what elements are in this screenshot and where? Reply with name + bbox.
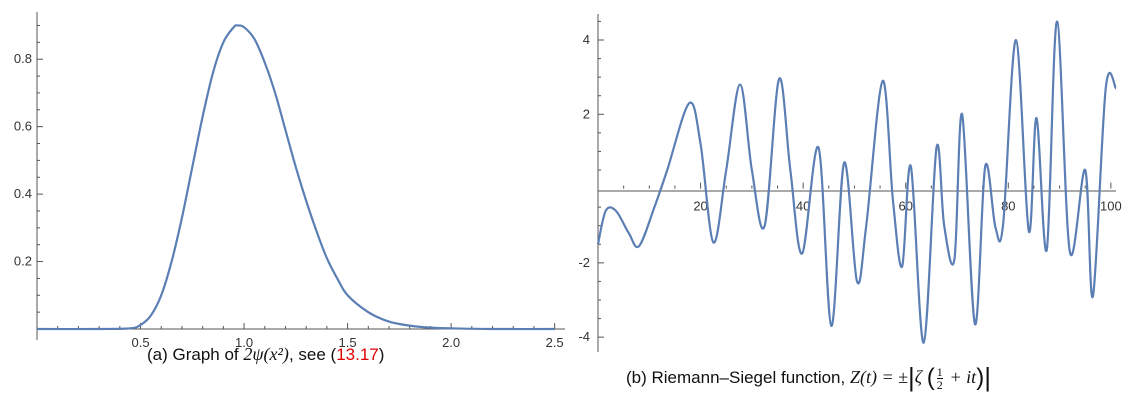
x-tick-label-a: 1.5 — [339, 335, 357, 350]
x-tick-label-a: 2.5 — [546, 335, 564, 350]
caption-b-formula-left: Z(t) = ± — [849, 367, 908, 387]
zeta-symbol: ζ — [914, 367, 923, 387]
caption-a-formula: 2ψ(x²) — [243, 344, 289, 364]
y-tick-label-a: 0.2 — [14, 254, 32, 269]
caption-a-middle: , see ( — [288, 345, 337, 364]
caption-a-prefix: (a) Graph of — [147, 345, 244, 364]
caption-b: (b) Riemann–Siegel function, Z(t) = ±|ζ … — [626, 362, 991, 393]
frac-den: 2 — [936, 378, 943, 393]
x-tick-label-a: 1.0 — [235, 335, 253, 350]
caption-a-suffix: ) — [378, 345, 385, 364]
y-tick-label-a: 0.8 — [14, 51, 32, 66]
caption-b-prefix: (b) Riemann–Siegel function, — [626, 368, 850, 387]
series-line-a — [36, 24, 555, 331]
frac-num: 1 — [936, 365, 943, 380]
x-tick-label-a: 2.0 — [442, 335, 460, 350]
y-tick-label-a: 0.6 — [14, 119, 32, 134]
equation-ref-link[interactable]: 13.17 — [336, 345, 379, 364]
caption-b-formula-right: + it — [949, 367, 977, 387]
y-tick-label-a: 0.4 — [14, 186, 32, 201]
caption-a: (a) Graph of 2ψ(x²), see (13.17) — [147, 344, 384, 365]
x-tick-label-a: 0.5 — [131, 335, 149, 350]
